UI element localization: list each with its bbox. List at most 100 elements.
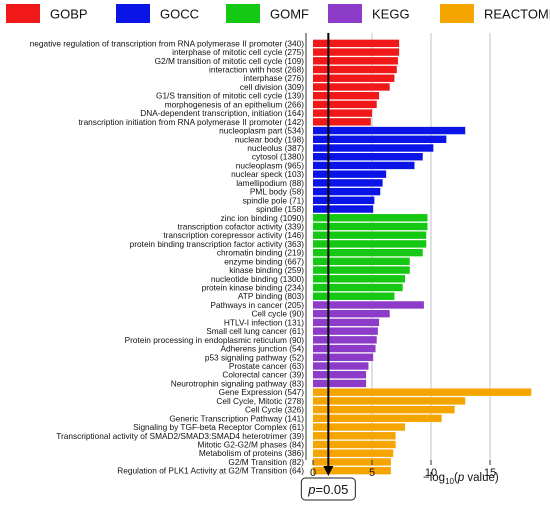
bar-kegg-36 (313, 344, 376, 353)
bar-gomf-21 (313, 214, 428, 222)
category-label-20: spindle (158) (256, 204, 304, 214)
category-label-14: cytosol (1380) (252, 152, 304, 162)
bar-gobp-8 (313, 100, 377, 109)
bar-kegg-31 (313, 301, 424, 309)
bar-gomf-26 (313, 257, 410, 266)
category-label-45: Signaling by TGF-beta Receptor Complex (… (133, 422, 304, 432)
category-label-30: ATP binding (803) (238, 291, 304, 301)
x-tick-label-5: 5 (369, 467, 375, 479)
bar-gocc-12 (313, 135, 447, 143)
category-label-4: interaction with host (268) (209, 65, 304, 75)
category-label-12: nuclear body (198) (235, 134, 304, 144)
bar-gobp-7 (313, 91, 380, 100)
category-label-8: morphogenesis of an epithelium (266) (165, 99, 305, 109)
category-label-26: enzyme binding (667) (224, 256, 304, 266)
category-label-16: nuclear speck (103) (231, 169, 304, 179)
bar-gobp-1 (313, 39, 400, 48)
bar-gocc-20 (313, 205, 374, 213)
category-label-25: chromatin binding (219) (217, 248, 304, 258)
category-label-24: protein binding transcription factor act… (130, 239, 305, 249)
category-label-19: spindle pole (71) (243, 195, 305, 205)
x-tick-label-15: 15 (484, 467, 496, 479)
bar-gomf-24 (313, 240, 427, 248)
threshold-marker: p=0.05 (300, 33, 356, 501)
category-label-27: kinase binding (259) (229, 265, 304, 275)
legend-label-gomf: GOMF (270, 7, 309, 22)
category-label-37: p53 signaling pathway (52) (205, 352, 304, 362)
threshold-arrowhead (323, 466, 334, 476)
category-label-1: negative regulation of transcription fro… (30, 38, 305, 48)
category-label-31: Pathways in cancer (205) (210, 300, 304, 310)
bar-gocc-16 (313, 170, 387, 178)
category-label-15: nucleoplasm (965) (236, 160, 304, 170)
category-label-17: lamellipodium (88) (236, 178, 304, 188)
bar-kegg-33 (313, 318, 380, 327)
category-label-50: Regulation of PLK1 Activity at G2/M Tran… (117, 466, 304, 476)
category-label-22: transcription cofactor activity (339) (178, 221, 305, 231)
category-label-40: Neurotrophin signaling pathway (83) (171, 378, 305, 388)
bar-reactome-45 (313, 423, 406, 431)
category-label-28: nucleotide binding (1300) (211, 274, 304, 284)
bar-gobp-9 (313, 109, 372, 117)
bar-gobp-2 (313, 48, 400, 56)
category-label-44: Generic Transcription Pathway (141) (169, 413, 304, 423)
category-label-7: G1/S transition of mitotic cell cycle (1… (156, 91, 304, 101)
bar-reactome-48 (313, 449, 394, 457)
legend-label-gobp: GOBP (50, 7, 88, 22)
bar-gocc-17 (313, 179, 383, 187)
category-label-5: interphase (276) (244, 73, 305, 83)
bar-kegg-40 (313, 379, 367, 388)
category-label-46: Transcriptional activity of SMAD2/SMAD3:… (56, 431, 304, 441)
category-label-9: DNA-dependent transcription, initiation … (140, 108, 304, 118)
bar-reactome-42 (313, 397, 466, 405)
bar-kegg-32 (313, 309, 390, 318)
category-label-38: Prostate cancer (63) (229, 361, 304, 371)
bar-gomf-29 (313, 283, 403, 292)
category-labels: negative regulation of transcription fro… (30, 38, 305, 475)
legend-swatch-kegg (328, 4, 362, 23)
bar-gobp-5 (313, 74, 395, 82)
bar-reactome-46 (313, 432, 396, 440)
category-label-29: protein kinase binding (234) (202, 283, 305, 293)
bar-gocc-14 (313, 153, 423, 161)
bar-reactome-43 (313, 405, 455, 414)
category-label-32: Cell cycle (90) (251, 309, 304, 319)
bar-kegg-39 (313, 371, 367, 379)
bar-gobp-6 (313, 83, 390, 91)
bar-gomf-27 (313, 266, 410, 274)
category-label-35: Protein processing in endoplasmic reticu… (125, 335, 305, 345)
legend-label-kegg: KEGG (372, 7, 410, 22)
category-label-33: HTLV-I infection (131) (224, 317, 304, 327)
category-label-3: G2/M transition of mitotic cell cycle (1… (155, 56, 305, 66)
bar-gocc-11 (313, 126, 466, 135)
legend-swatch-gobp (6, 4, 40, 23)
bar-gocc-19 (313, 196, 375, 205)
bar-gobp-3 (313, 57, 398, 65)
category-label-23: transcription corepressor activity (146) (163, 230, 304, 240)
bar-gocc-15 (313, 161, 415, 170)
bar-kegg-38 (313, 362, 369, 370)
bar-gomf-28 (313, 275, 406, 283)
legend-swatch-gocc (116, 4, 150, 23)
legend-label-reactome: REACTOME (484, 7, 550, 22)
category-label-6: cell division (309) (240, 82, 304, 92)
bar-reactome-49 (313, 458, 391, 466)
category-label-13: nucleolus (387) (247, 143, 304, 153)
legend-swatch-reactome (440, 4, 474, 23)
category-label-10: transcription initiation from RNA polyme… (79, 117, 305, 127)
category-label-21: zinc ion binding (1090) (221, 213, 305, 223)
category-label-48: Metabolism of proteins (386) (199, 448, 304, 458)
bar-reactome-47 (313, 440, 396, 449)
category-label-18: PML body (58) (250, 187, 304, 197)
bar-reactome-50 (313, 466, 391, 475)
x-tick-label-0: 0 (310, 467, 316, 479)
x-axis-label: −log10(p value) (423, 472, 499, 486)
x-tick-label-10: 10 (425, 467, 437, 479)
bar-gomf-30 (313, 292, 395, 300)
category-label-47: Mitotic G2-G2/M phases (84) (197, 439, 304, 449)
category-label-42: Cell Cycle, Mitotic (278) (216, 396, 304, 406)
category-label-11: nucleoplasm part (534) (219, 126, 304, 136)
bar-gocc-13 (313, 144, 434, 152)
bar-gomf-23 (313, 231, 427, 239)
